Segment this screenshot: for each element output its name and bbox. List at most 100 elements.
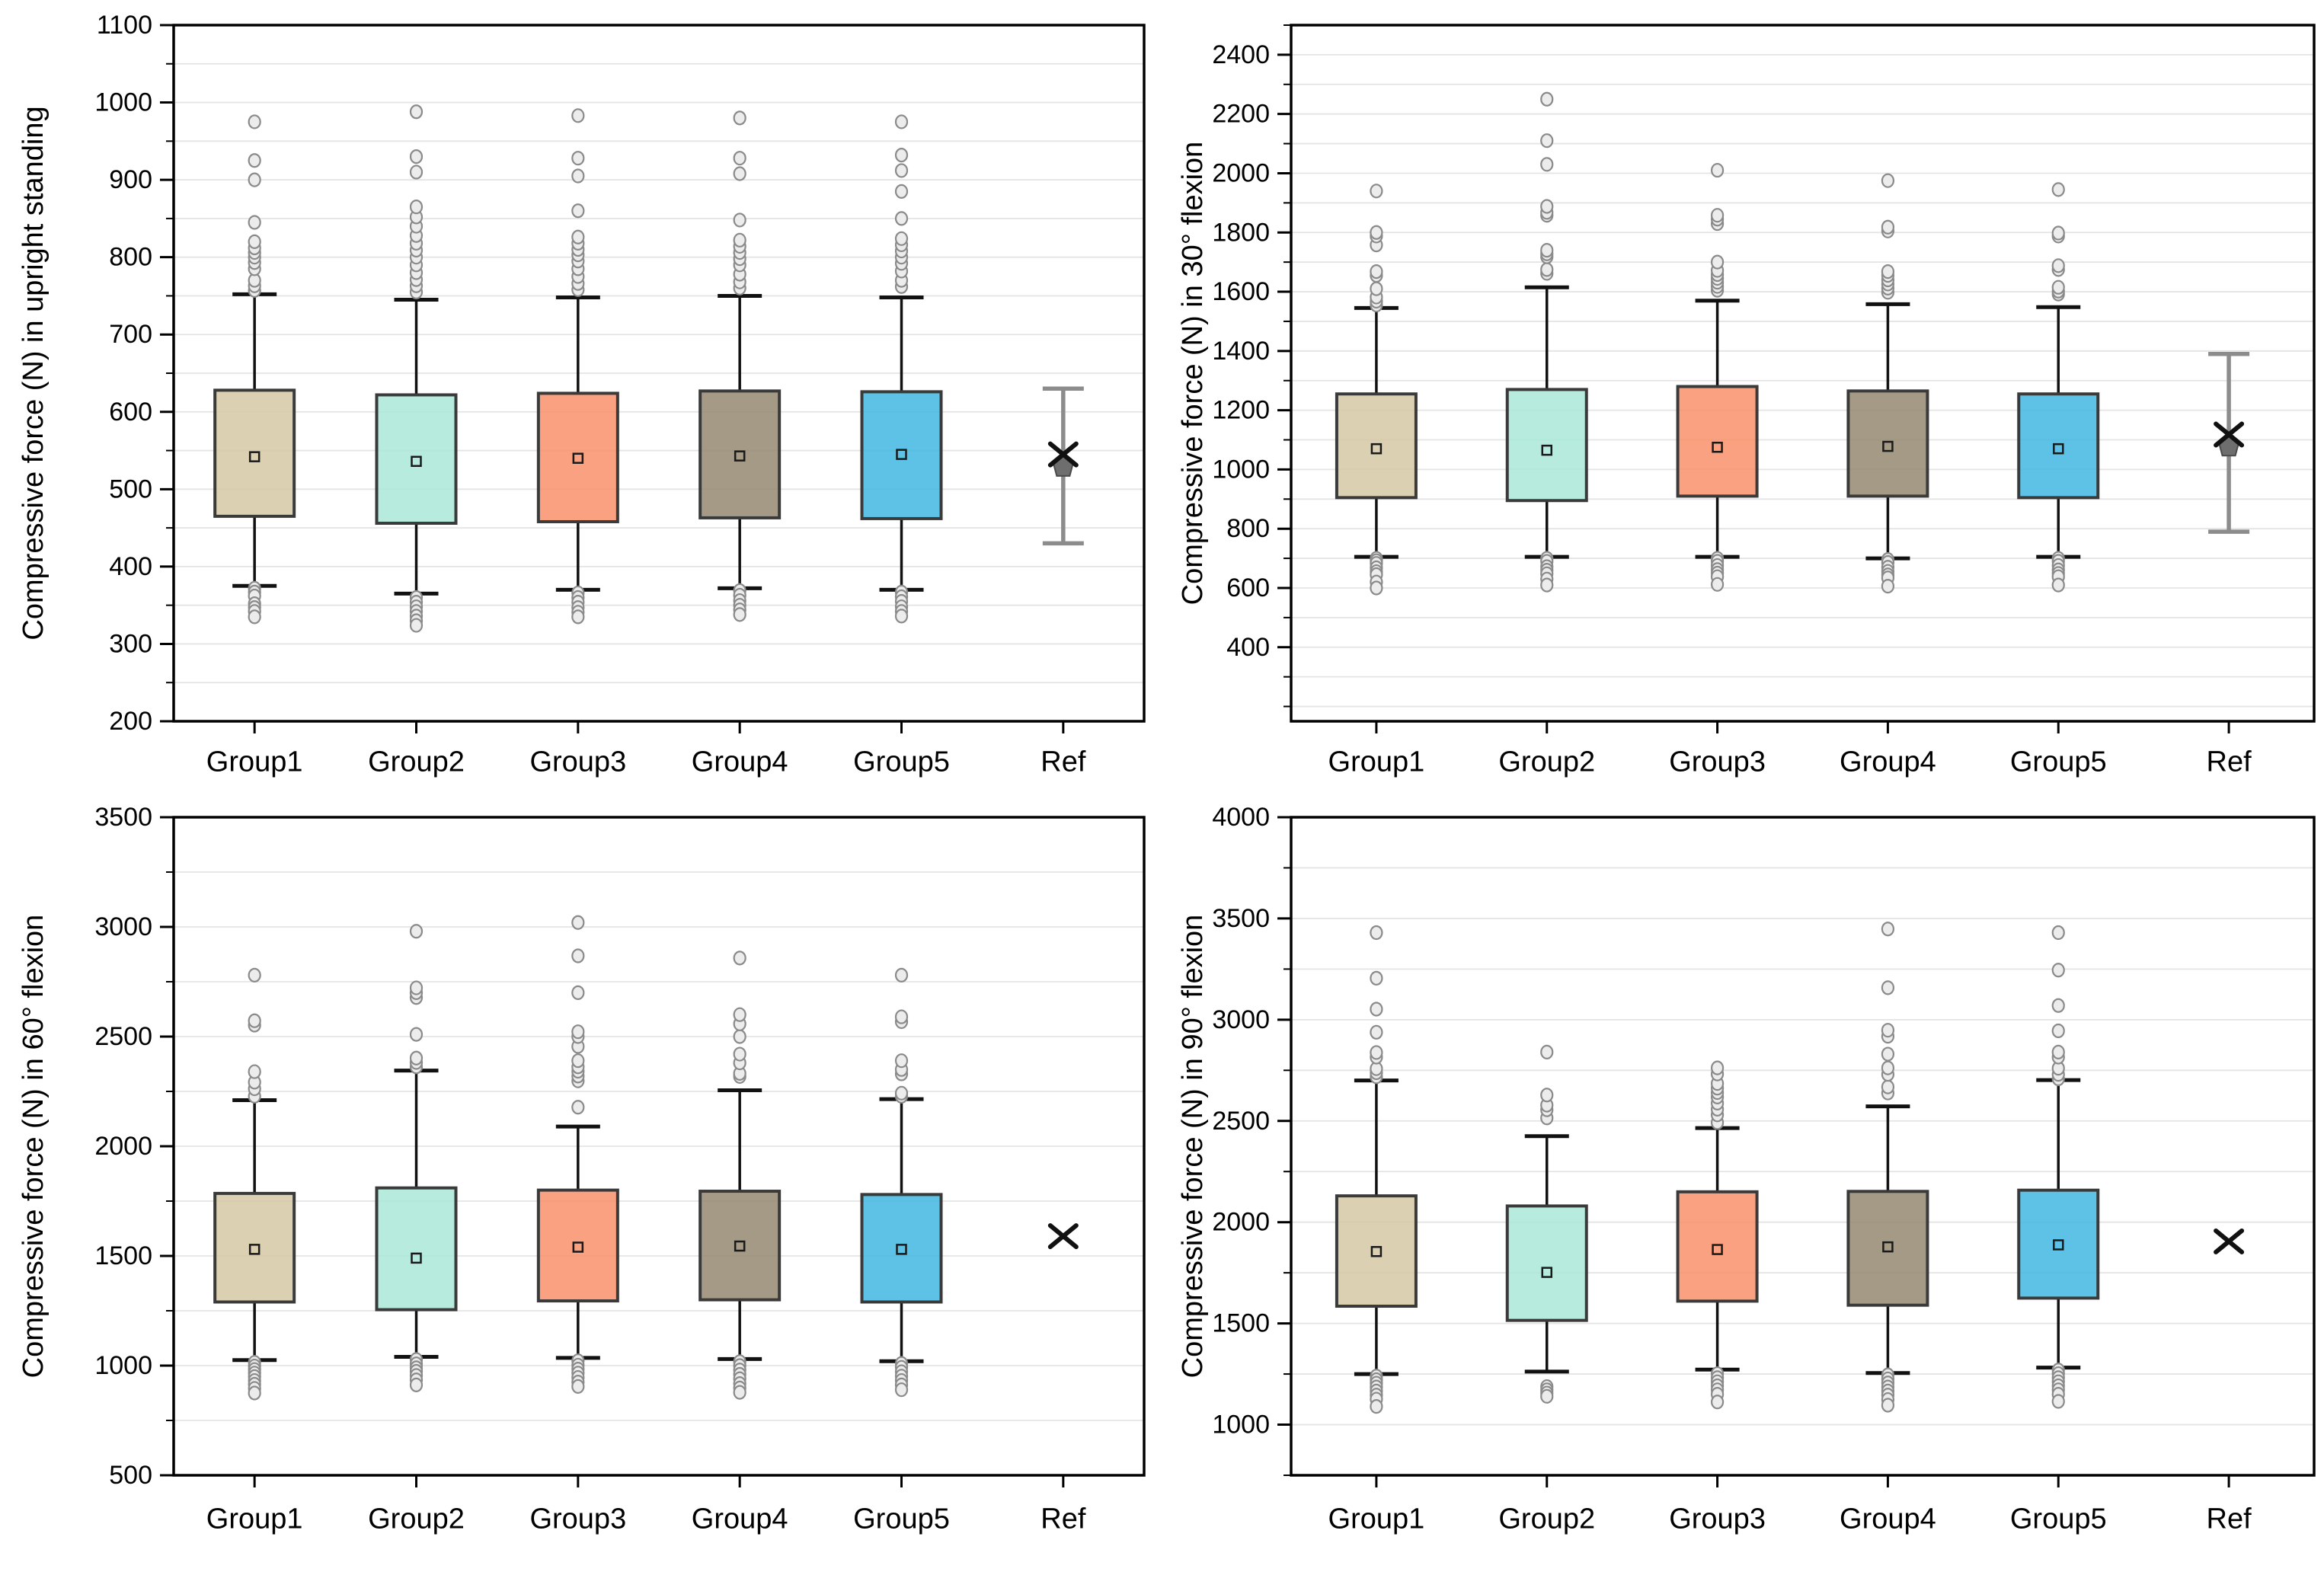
outlier-point — [571, 1379, 585, 1394]
x-tick-label: Group2 — [1498, 746, 1595, 778]
outlier-point — [1370, 184, 1383, 199]
outlier-point — [1881, 579, 1895, 594]
box-group1 — [1335, 1194, 1418, 1308]
y-axis-title: Compressive force (N) in 90° flexion — [1177, 915, 1209, 1379]
outlier-point — [733, 1007, 746, 1022]
outlier-point — [1881, 264, 1895, 280]
y-tick-label: 300 — [109, 629, 152, 658]
mean-marker — [1541, 444, 1552, 456]
x-tick-label: Group4 — [1840, 1503, 1936, 1535]
outlier-point — [1540, 133, 1554, 149]
outlier-point — [248, 153, 261, 168]
outlier-point — [409, 924, 424, 939]
outlier-point — [409, 149, 424, 165]
outlier-point — [2051, 925, 2065, 941]
outlier-point — [571, 151, 585, 166]
outlier-point — [1540, 1088, 1554, 1103]
mean-marker — [1712, 441, 1723, 453]
outlier-point — [2051, 1044, 2065, 1059]
outlier-point — [248, 234, 261, 249]
outlier-point — [894, 163, 909, 178]
outlier-point — [248, 172, 261, 187]
box-group3 — [1676, 385, 1759, 498]
x-tick-label: Ref — [1041, 746, 1086, 778]
outlier-point — [2051, 963, 2065, 978]
outlier-point — [1540, 157, 1554, 172]
x-tick-label: Ref — [1041, 1503, 1086, 1535]
mean-marker — [1712, 1244, 1723, 1255]
y-tick-label: 2200 — [1212, 100, 1270, 129]
box-group5 — [2017, 1188, 2100, 1300]
mean-marker — [734, 1240, 746, 1252]
boxplot-60deg-flexion: 500 1000 1500 2000 2500 3000 3500 Group1 Group2 G… — [18, 803, 1146, 1535]
outlier-point — [1710, 162, 1725, 178]
outlier-point — [894, 231, 909, 246]
outlier-point — [733, 951, 746, 966]
outlier-point — [409, 1377, 424, 1392]
ref-x-marker — [2214, 1228, 2245, 1254]
plot-border — [1290, 24, 2316, 723]
outlier-point — [248, 114, 261, 129]
y-tick-label: 900 — [109, 165, 152, 194]
outlier-point — [733, 607, 746, 622]
panel-60deg-flexion: 500 1000 1500 2000 2500 3000 3500 Group1 Group2 G… — [0, 786, 1162, 1572]
ref-x-marker — [2214, 421, 2245, 448]
x-tick-label: Group3 — [1669, 1503, 1766, 1535]
y-tick-label: 700 — [109, 320, 152, 349]
outlier-point — [571, 203, 585, 219]
y-tick-label: 400 — [109, 552, 152, 581]
mean-marker — [411, 455, 422, 468]
y-tick-label: 600 — [1226, 574, 1270, 602]
outlier-point — [894, 1053, 909, 1069]
outlier-point — [733, 110, 746, 126]
y-tick-label: 2500 — [94, 1022, 152, 1051]
outlier-point — [2051, 225, 2065, 241]
outlier-point — [1540, 1044, 1554, 1059]
outlier-point — [733, 166, 746, 181]
outlier-point — [409, 1027, 424, 1042]
outlier-point — [1370, 1399, 1383, 1414]
y-tick-label: 1500 — [94, 1241, 152, 1270]
x-tick-label: Group5 — [2010, 1503, 2107, 1535]
y-tick-label: 1400 — [1212, 337, 1270, 366]
outlier-point — [733, 1385, 746, 1400]
box-group2 — [375, 1186, 458, 1312]
panel-30deg-flexion: 400 600 800 1000 1200 1400 1600 1800 2000 2200 240… — [1162, 0, 2324, 786]
box-group3 — [536, 391, 619, 523]
mean-marker — [734, 450, 746, 462]
box-group5 — [860, 1193, 943, 1304]
x-tick-label: Ref — [2207, 1503, 2252, 1535]
x-tick-label: Group3 — [1669, 746, 1766, 778]
y-axis-title: Compressive force (N) in upright standin… — [18, 106, 50, 640]
outlier-point — [571, 915, 585, 930]
panel-90deg-flexion: 1000 1500 2000 2500 3000 3500 4000 Group1 Group2… — [1162, 786, 2324, 1572]
outlier-point — [1881, 980, 1895, 995]
mean-marker — [2053, 443, 2064, 455]
outlier-point — [571, 1024, 585, 1040]
outlier-point — [2051, 258, 2065, 273]
outlier-point — [409, 618, 424, 633]
box-group1 — [213, 1191, 296, 1304]
outlier-point — [2051, 577, 2065, 593]
mean-marker — [896, 1244, 907, 1255]
outlier-point — [733, 212, 746, 228]
outlier-point — [248, 1064, 261, 1079]
y-tick-label: 2000 — [94, 1132, 152, 1161]
outlier-point — [2051, 182, 2065, 197]
box-group4 — [698, 1190, 782, 1302]
y-tick-label: 2400 — [1212, 40, 1270, 69]
outlier-point — [1370, 970, 1383, 986]
box-group2 — [375, 393, 458, 526]
x-tick-label: Group5 — [2010, 746, 2107, 778]
y-tick-label: 3000 — [1212, 1005, 1270, 1034]
outlier-point — [2051, 280, 2065, 295]
y-tick-label: 2000 — [1212, 1208, 1270, 1237]
x-tick-label: Group4 — [692, 746, 788, 778]
panel-upright-standing: 200 300 400 500 600 700 800 900 1000 1100 Group1 Gr… — [0, 0, 1162, 786]
outlier-point — [1540, 242, 1554, 258]
box-group5 — [860, 390, 943, 520]
y-axis-title: Compressive force (N) in 30° flexion — [1177, 142, 1209, 605]
x-tick-label: Group5 — [853, 746, 950, 778]
outlier-point — [248, 1013, 261, 1028]
outlier-point — [1370, 225, 1383, 240]
